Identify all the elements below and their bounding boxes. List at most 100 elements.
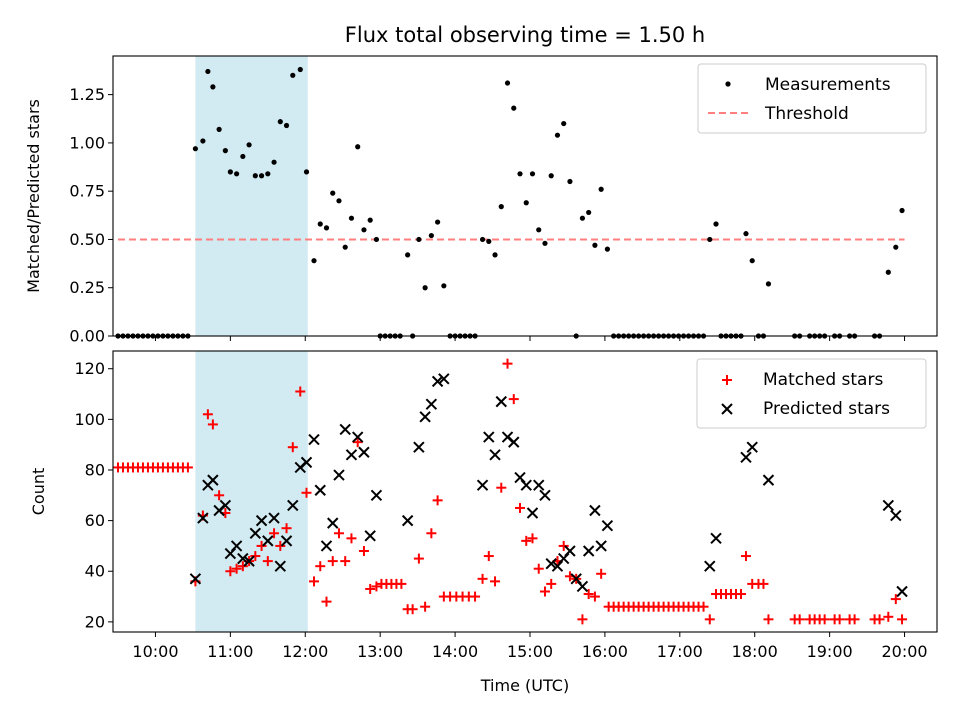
- measurement-point: [311, 258, 317, 264]
- matched-star-point: [533, 563, 544, 574]
- predicted-star-point: [345, 449, 358, 461]
- predicted-star-point: [287, 499, 299, 512]
- ratio-y-axis-label: Matched/Predicted stars: [24, 99, 43, 293]
- measurement-point: [428, 232, 434, 239]
- count-plot-frame: [112, 350, 938, 633]
- predicted-star-point-b: [495, 395, 507, 408]
- predicted-star-point-b: [601, 519, 614, 532]
- measurement-point: [348, 215, 355, 221]
- predicted-star-point: [595, 540, 607, 552]
- matched-star-point: [225, 566, 236, 577]
- matched-star-point: [883, 611, 894, 622]
- predicted-star-point-b: [595, 540, 607, 552]
- measurement-point: [604, 246, 611, 252]
- matched-star-point: [333, 528, 344, 539]
- measurement-point: [416, 236, 422, 243]
- measurement-point: [523, 200, 529, 206]
- matched-star-point: [269, 528, 280, 539]
- measurement-point: [885, 269, 891, 275]
- matched-star-point: [558, 540, 569, 551]
- measurement-point: [205, 68, 211, 75]
- measurement-point: [592, 242, 598, 248]
- predicted-star-point: [589, 504, 601, 517]
- predicted-star-point-b: [533, 479, 545, 491]
- matched-star-point: [490, 576, 501, 587]
- matched-star-point: [897, 614, 908, 625]
- matched-star-point: [874, 614, 885, 625]
- measurement-point: [743, 231, 749, 237]
- predicted-star-point-b: [197, 512, 209, 524]
- predicted-star-point-b: [249, 527, 262, 539]
- matched-star-point: [275, 540, 286, 551]
- x-tick-label: 13:00: [357, 642, 403, 661]
- predicted-star-point: [704, 560, 716, 572]
- legend-marker-matched: [722, 375, 732, 385]
- measurement-point: [579, 215, 586, 221]
- matched-star-point: [301, 487, 312, 498]
- predicted-star-point-b: [413, 441, 425, 453]
- matched-star-point: [358, 545, 369, 556]
- measurement-point: [265, 171, 271, 177]
- measurement-point: [498, 204, 504, 210]
- count-y-ticks: 20 40 60 80 100 120: [74, 359, 113, 631]
- legend-label-measurements: Measurements: [765, 75, 891, 95]
- predicted-star-point: [520, 479, 532, 491]
- measurement-point: [283, 122, 290, 129]
- predicted-star-point-b: [570, 573, 582, 585]
- predicted-star-point-b: [268, 512, 280, 524]
- matched-star-point: [262, 556, 273, 567]
- matched-star-point: [256, 540, 267, 551]
- matched-star-point: [502, 358, 513, 369]
- predicted-star-point-b: [483, 431, 495, 443]
- predicted-star-point: [320, 540, 333, 552]
- predicted-star-point-b: [314, 484, 326, 496]
- matched-star-point: [794, 614, 805, 625]
- predicted-star-point-b: [514, 471, 526, 484]
- predicted-star-point: [508, 436, 520, 448]
- measurement-point: [504, 80, 511, 86]
- predicted-star-point: [255, 514, 268, 527]
- matched-star-point: [420, 601, 431, 612]
- ratio-legend: Measurements Threshold: [697, 63, 927, 134]
- matched-star-point: [483, 551, 494, 562]
- x-tick-label: 15:00: [507, 642, 553, 661]
- measurement-point: [200, 138, 206, 144]
- predicted-star-point: [890, 509, 902, 522]
- ratio-panel: 0.00 0.25 0.50 0.75 1.00 1.25 Matched/Predict…: [24, 55, 938, 346]
- x-tick-label: 11:00: [207, 642, 253, 661]
- measurement-point: [227, 169, 233, 175]
- y-tick-label: 20: [85, 612, 105, 631]
- measurement-point: [713, 221, 719, 227]
- predicted-star-point-b: [419, 411, 431, 423]
- observing-window-shade: [195, 351, 308, 632]
- measurement-point: [707, 236, 713, 243]
- ratio-plot-frame: [112, 55, 938, 337]
- predicted-star-point-b: [740, 451, 752, 464]
- measurement-point: [290, 72, 296, 78]
- predicted-star-point-b: [589, 504, 601, 517]
- predicted-star-point: [419, 411, 431, 423]
- matched-star-point: [834, 614, 845, 625]
- x-axis-label: Time (UTC): [480, 676, 569, 695]
- measurement-point: [234, 171, 240, 177]
- predicted-star-point-b: [243, 555, 255, 567]
- x-tick-label: 16:00: [582, 642, 628, 661]
- predicted-star-point-b: [508, 436, 520, 448]
- predicted-star-point: [351, 431, 364, 443]
- predicted-star-point: [710, 532, 722, 545]
- matched-star-point: [346, 533, 357, 544]
- count-legend-box: [696, 358, 927, 429]
- measurement-point: [330, 190, 336, 196]
- y-tick-label: 80: [85, 460, 105, 479]
- predicted-star-point-b: [364, 530, 376, 542]
- predicted-star-point: [189, 573, 202, 585]
- matched-star-point: [413, 553, 424, 564]
- predicted-star-point-b: [401, 514, 414, 527]
- matched-star-point: [182, 462, 193, 473]
- measurement-point: [297, 66, 303, 73]
- predicted-star-point-b: [274, 560, 287, 572]
- predicted-star-point: [339, 423, 351, 436]
- predicted-star-point-b: [425, 398, 438, 410]
- predicted-star-point: [476, 479, 489, 491]
- predicted-star-point-b: [710, 532, 722, 545]
